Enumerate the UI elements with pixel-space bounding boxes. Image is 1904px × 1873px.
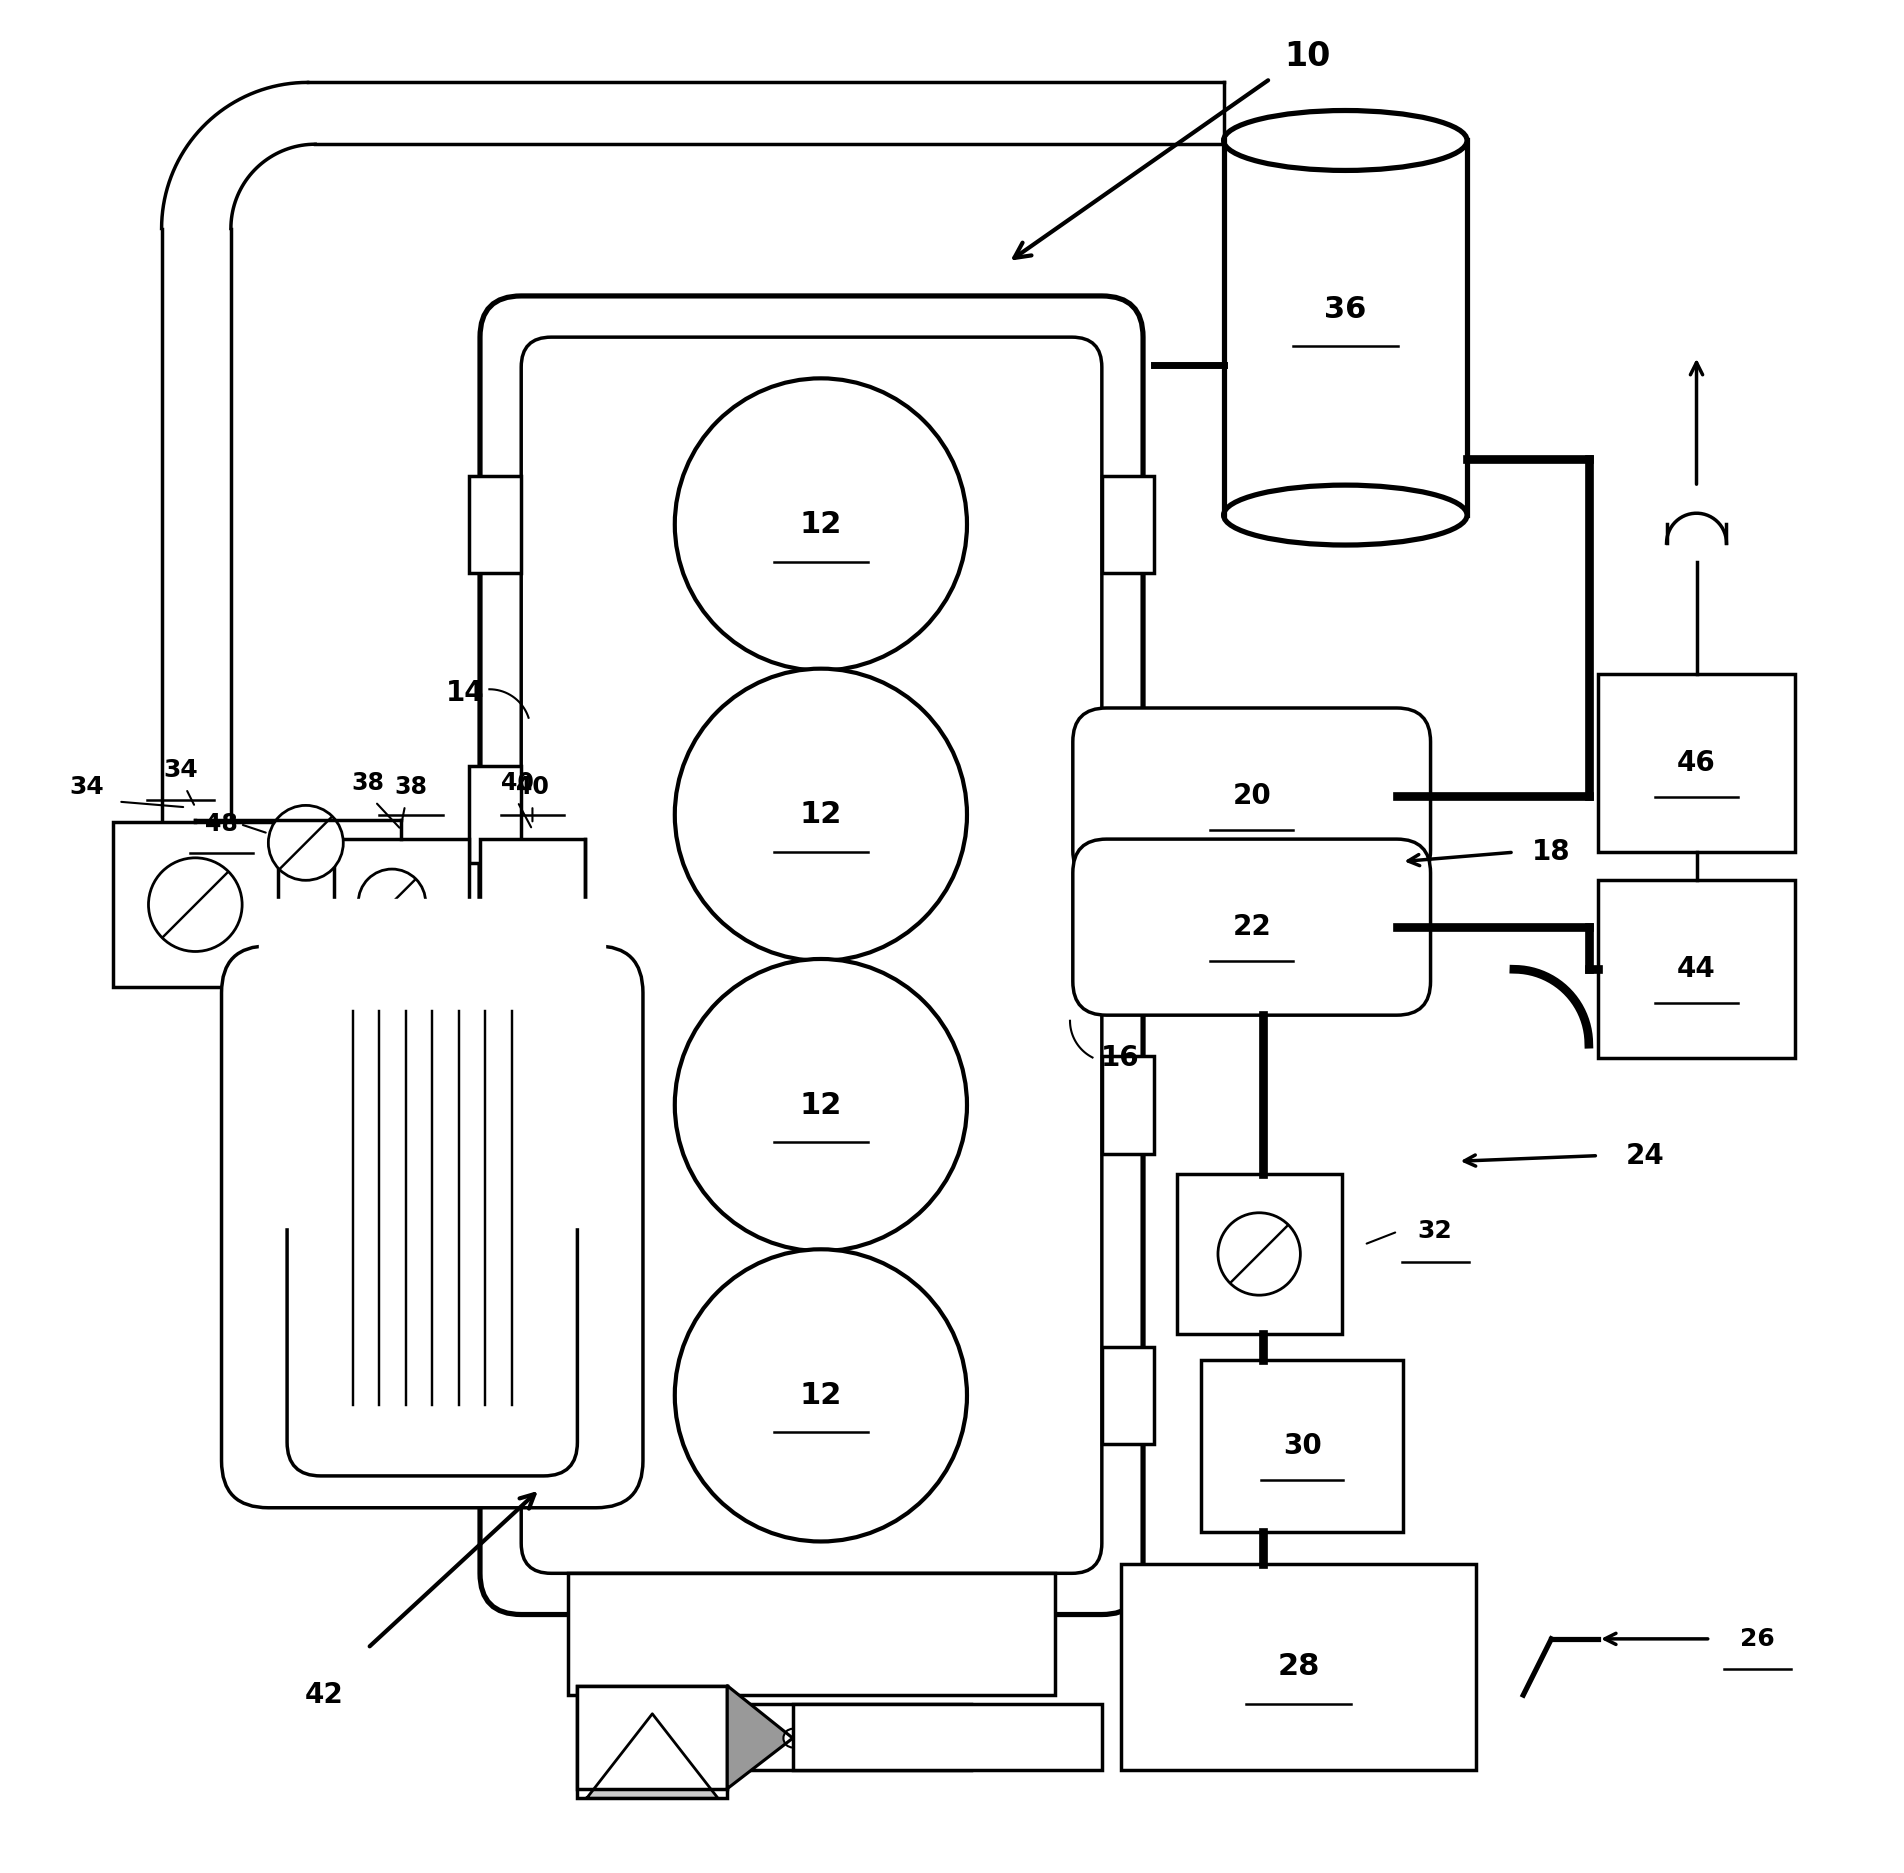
Bar bbox=[792, 1704, 1102, 1770]
Polygon shape bbox=[727, 1686, 792, 1789]
Bar bbox=[1121, 1564, 1476, 1770]
Text: 18: 18 bbox=[1533, 839, 1571, 865]
Bar bbox=[480, 839, 585, 966]
Circle shape bbox=[674, 1249, 967, 1541]
Text: 28: 28 bbox=[1278, 1652, 1319, 1682]
Text: 40: 40 bbox=[516, 775, 548, 798]
Text: 20: 20 bbox=[1232, 783, 1272, 809]
Text: 34: 34 bbox=[69, 775, 105, 798]
Circle shape bbox=[674, 378, 967, 671]
Bar bbox=[1177, 1174, 1342, 1334]
Text: 30: 30 bbox=[1283, 1433, 1321, 1459]
Ellipse shape bbox=[1224, 485, 1468, 545]
Circle shape bbox=[674, 669, 967, 961]
Text: 14: 14 bbox=[446, 680, 484, 706]
Text: 10: 10 bbox=[1285, 39, 1331, 73]
Circle shape bbox=[268, 805, 343, 880]
Polygon shape bbox=[259, 899, 605, 1227]
Circle shape bbox=[1219, 1214, 1300, 1296]
Circle shape bbox=[358, 869, 426, 936]
Bar bbox=[1102, 476, 1154, 573]
Text: 12: 12 bbox=[800, 509, 842, 539]
FancyBboxPatch shape bbox=[480, 296, 1142, 1615]
Circle shape bbox=[783, 1729, 802, 1748]
Bar bbox=[567, 1573, 1055, 1695]
Bar bbox=[468, 476, 522, 573]
Text: 22: 22 bbox=[1232, 914, 1272, 940]
Text: 24: 24 bbox=[1626, 1143, 1664, 1169]
Text: 46: 46 bbox=[1677, 749, 1716, 777]
Text: 42: 42 bbox=[305, 1682, 345, 1708]
Bar bbox=[1597, 674, 1795, 852]
Bar bbox=[333, 839, 468, 966]
Bar bbox=[468, 766, 522, 863]
Bar bbox=[1597, 880, 1795, 1058]
Polygon shape bbox=[312, 918, 552, 1227]
Polygon shape bbox=[586, 1714, 718, 1798]
FancyBboxPatch shape bbox=[1072, 839, 1430, 1015]
Ellipse shape bbox=[1224, 111, 1468, 170]
Text: 38: 38 bbox=[394, 775, 426, 798]
Text: 26: 26 bbox=[1740, 1628, 1775, 1650]
Bar bbox=[1102, 1347, 1154, 1444]
Bar bbox=[112, 822, 278, 987]
Text: 48: 48 bbox=[206, 813, 238, 835]
Text: 36: 36 bbox=[1323, 294, 1367, 324]
Bar bbox=[468, 1347, 522, 1444]
Bar bbox=[727, 1704, 971, 1770]
Text: 12: 12 bbox=[800, 800, 842, 830]
Text: 12: 12 bbox=[800, 1380, 842, 1410]
Text: 34: 34 bbox=[164, 759, 198, 781]
Text: 32: 32 bbox=[1418, 1219, 1453, 1244]
FancyBboxPatch shape bbox=[1072, 708, 1430, 884]
Bar bbox=[468, 1056, 522, 1154]
Text: 38: 38 bbox=[350, 772, 385, 794]
Bar bbox=[1102, 766, 1154, 863]
Text: 40: 40 bbox=[501, 772, 533, 794]
Bar bbox=[577, 1686, 727, 1798]
Bar bbox=[1102, 1056, 1154, 1154]
Text: 16: 16 bbox=[1101, 1045, 1140, 1071]
FancyBboxPatch shape bbox=[288, 978, 577, 1476]
Circle shape bbox=[149, 858, 242, 951]
Circle shape bbox=[674, 959, 967, 1251]
Bar bbox=[577, 1686, 727, 1789]
Text: 44: 44 bbox=[1677, 955, 1716, 983]
FancyBboxPatch shape bbox=[522, 337, 1102, 1573]
Bar bbox=[1201, 1360, 1403, 1532]
FancyBboxPatch shape bbox=[221, 946, 644, 1508]
Text: 12: 12 bbox=[800, 1090, 842, 1120]
